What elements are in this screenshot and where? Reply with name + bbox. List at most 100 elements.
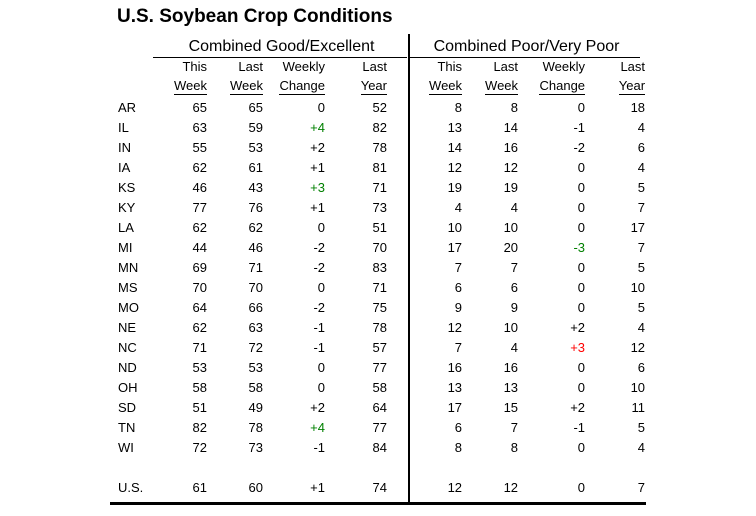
- table-row: MS 70 70 0 71 6 6 0 10: [118, 277, 645, 297]
- pvp-col-header-change: Change: [539, 78, 586, 95]
- pvp-weekly-change: 0: [577, 359, 586, 375]
- pvp-col-header-last2: Last: [620, 59, 646, 74]
- pvp-this-week: 8: [454, 99, 463, 115]
- pvp-last-year: 7: [637, 479, 646, 495]
- pvp-last-week: 8: [510, 99, 519, 115]
- ge-last-year: 77: [372, 359, 387, 375]
- pvp-col-header-week2: Week: [485, 78, 519, 95]
- pvp-this-week: 12: [447, 479, 463, 495]
- pvp-this-week: 7: [454, 259, 463, 275]
- section-divider-line: [408, 34, 410, 505]
- pvp-weekly-change: 0: [577, 299, 586, 315]
- pvp-last-week: 20: [503, 239, 519, 255]
- ge-this-week: 58: [192, 379, 207, 395]
- pvp-last-week: 13: [503, 379, 519, 395]
- table-row: KS 46 43 +3 71 19 19 0 5: [118, 177, 645, 197]
- ge-this-week: 64: [192, 299, 207, 315]
- ge-col-header-change: Change: [279, 78, 325, 95]
- ge-weekly-change: +4: [310, 419, 325, 435]
- divider-spacer: [387, 237, 408, 257]
- pvp-weekly-change: -2: [573, 139, 586, 155]
- ge-this-week: 72: [192, 439, 207, 455]
- pvp-col-header-last: Last: [493, 59, 519, 74]
- state-label: WI: [118, 439, 134, 455]
- ge-col-header-weekly: Weekly: [282, 59, 325, 74]
- ge-col-header-last: Last: [238, 59, 263, 74]
- good-excellent-underline: [153, 57, 407, 58]
- pvp-last-year: 6: [637, 139, 646, 155]
- pvp-last-year: 7: [637, 199, 646, 215]
- ge-last-week: 62: [248, 219, 263, 235]
- ge-this-week: 55: [192, 139, 207, 155]
- table-row-us-total: U.S. 61 60 +1 74 12 12 0 7: [118, 477, 645, 497]
- pvp-last-year: 18: [630, 99, 646, 115]
- ge-last-week: 61: [248, 159, 263, 175]
- pvp-weekly-change: +2: [570, 319, 586, 335]
- ge-this-week: 70: [192, 279, 207, 295]
- state-label: MN: [118, 259, 139, 275]
- divider-spacer: [387, 76, 408, 97]
- divider-spacer: [387, 157, 408, 177]
- ge-last-year: 52: [372, 99, 387, 115]
- state-label: LA: [118, 219, 134, 235]
- section-header-row: Combined Good/Excellent Combined Poor/Ve…: [118, 37, 645, 57]
- table-row: IL 63 59 +4 82 13 14 -1 4: [118, 117, 645, 137]
- divider-spacer: [387, 437, 408, 457]
- ge-this-week: 62: [192, 219, 207, 235]
- divider-spacer: [387, 397, 408, 417]
- pvp-last-year: 17: [630, 219, 646, 235]
- ge-last-week: 78: [248, 419, 263, 435]
- table-row: IN 55 53 +2 78 14 16 -2 6: [118, 137, 645, 157]
- ge-last-week: 53: [248, 139, 263, 155]
- ge-last-year: 83: [372, 259, 387, 275]
- state-label: MO: [118, 299, 139, 315]
- table-row: TN 82 78 +4 77 6 7 -1 5: [118, 417, 645, 437]
- pvp-last-week: 6: [510, 279, 519, 295]
- divider-spacer: [387, 177, 408, 197]
- ge-col-header-this: This: [182, 59, 207, 74]
- table-row: MO 64 66 -2 75 9 9 0 5: [118, 297, 645, 317]
- ge-weekly-change: 0: [317, 219, 325, 235]
- table-row: MN 69 71 -2 83 7 7 0 5: [118, 257, 645, 277]
- table-row: NE 62 63 -1 78 12 10 +2 4: [118, 317, 645, 337]
- pvp-weekly-change: 0: [577, 439, 586, 455]
- pvp-last-year: 5: [637, 259, 646, 275]
- table-bottom-border: [110, 502, 646, 505]
- ge-last-week: 63: [248, 319, 263, 335]
- pvp-last-week: 10: [503, 219, 519, 235]
- ge-last-year: 75: [372, 299, 387, 315]
- state-label: OH: [118, 379, 138, 395]
- ge-this-week: 62: [192, 159, 207, 175]
- state-label: IL: [118, 119, 129, 135]
- pvp-weekly-change: 0: [577, 219, 586, 235]
- ge-this-week: 69: [192, 259, 207, 275]
- pvp-last-week: 10: [503, 319, 519, 335]
- ge-weekly-change: +2: [310, 399, 325, 415]
- ge-last-week: 43: [248, 179, 263, 195]
- ge-last-week: 76: [248, 199, 263, 215]
- pvp-weekly-change: 0: [577, 199, 586, 215]
- ge-last-year: 84: [372, 439, 387, 455]
- ge-last-week: 72: [248, 339, 263, 355]
- pvp-col-header-this: This: [437, 59, 463, 74]
- pvp-last-week: 9: [510, 299, 519, 315]
- pvp-weekly-change: 0: [577, 279, 586, 295]
- column-header-row-top: This Last Weekly Last This Last Weekly L…: [118, 57, 645, 76]
- crop-conditions-table: Combined Good/Excellent Combined Poor/Ve…: [118, 37, 646, 497]
- ge-last-year: 78: [372, 319, 387, 335]
- state-label: MS: [118, 279, 138, 295]
- ge-last-week: 58: [248, 379, 263, 395]
- pvp-last-week: 12: [503, 479, 519, 495]
- state-label: NE: [118, 319, 137, 335]
- divider-spacer: [387, 57, 408, 76]
- ge-last-year: 57: [372, 339, 387, 355]
- table-row: IA 62 61 +1 81 12 12 0 4: [118, 157, 645, 177]
- ge-this-week: 63: [192, 119, 207, 135]
- ge-this-week: 77: [192, 199, 207, 215]
- pvp-last-year: 7: [637, 239, 646, 255]
- ge-weekly-change: -1: [313, 339, 325, 355]
- ge-weekly-change: 0: [317, 379, 325, 395]
- state-label: U.S.: [118, 479, 144, 495]
- table-row: NC 71 72 -1 57 7 4 +3 12: [118, 337, 645, 357]
- ge-last-week: 65: [248, 99, 263, 115]
